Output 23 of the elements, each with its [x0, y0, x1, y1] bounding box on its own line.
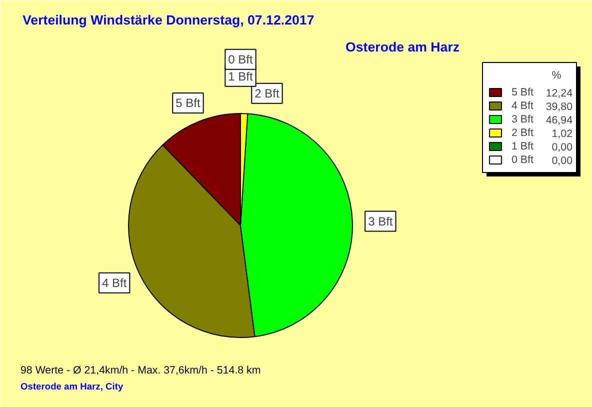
- legend-label: 5 Bft: [512, 86, 534, 98]
- legend-label: 2 Bft: [512, 127, 534, 139]
- legend-label: 0 Bft: [512, 154, 534, 166]
- data-label: 1,02: [552, 128, 573, 140]
- legend-label: 1 Bft: [512, 140, 534, 152]
- text: 0,00: [552, 142, 573, 154]
- text: 98 Werte - Ø 21,4km/h - Max. 37,6km/h - 514.8 km: [20, 364, 261, 376]
- category-label: 1 Bft: [228, 69, 253, 84]
- slice-label: 4 Bft: [102, 276, 128, 290]
- chart-subtitle: Osterode am Harz: [346, 40, 460, 54]
- data-label: 46,94: [546, 114, 573, 126]
- legend-title: %: [552, 70, 562, 82]
- slice-label: 5 Bft: [176, 96, 201, 110]
- legend-label: 3 Bft: [512, 114, 534, 126]
- slice-label: 2 Bft: [254, 86, 280, 100]
- legend-label: 4 Bft: [512, 100, 534, 112]
- category-label: 0 Bft: [228, 52, 253, 66]
- text: 0,00: [552, 155, 573, 167]
- text: Osterode am Harz, City: [20, 382, 124, 392]
- data-label: 39,80: [546, 101, 573, 113]
- chart-title: Verteilung Windstärke Donnerstag, 07.12.2017: [22, 12, 314, 28]
- data-label: 12,24: [546, 88, 573, 100]
- slice-label: 3 Bft: [368, 214, 394, 228]
